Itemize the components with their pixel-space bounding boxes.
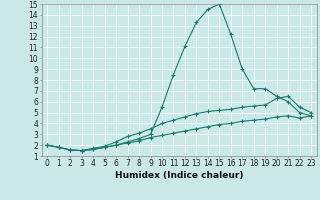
X-axis label: Humidex (Indice chaleur): Humidex (Indice chaleur) bbox=[115, 171, 244, 180]
